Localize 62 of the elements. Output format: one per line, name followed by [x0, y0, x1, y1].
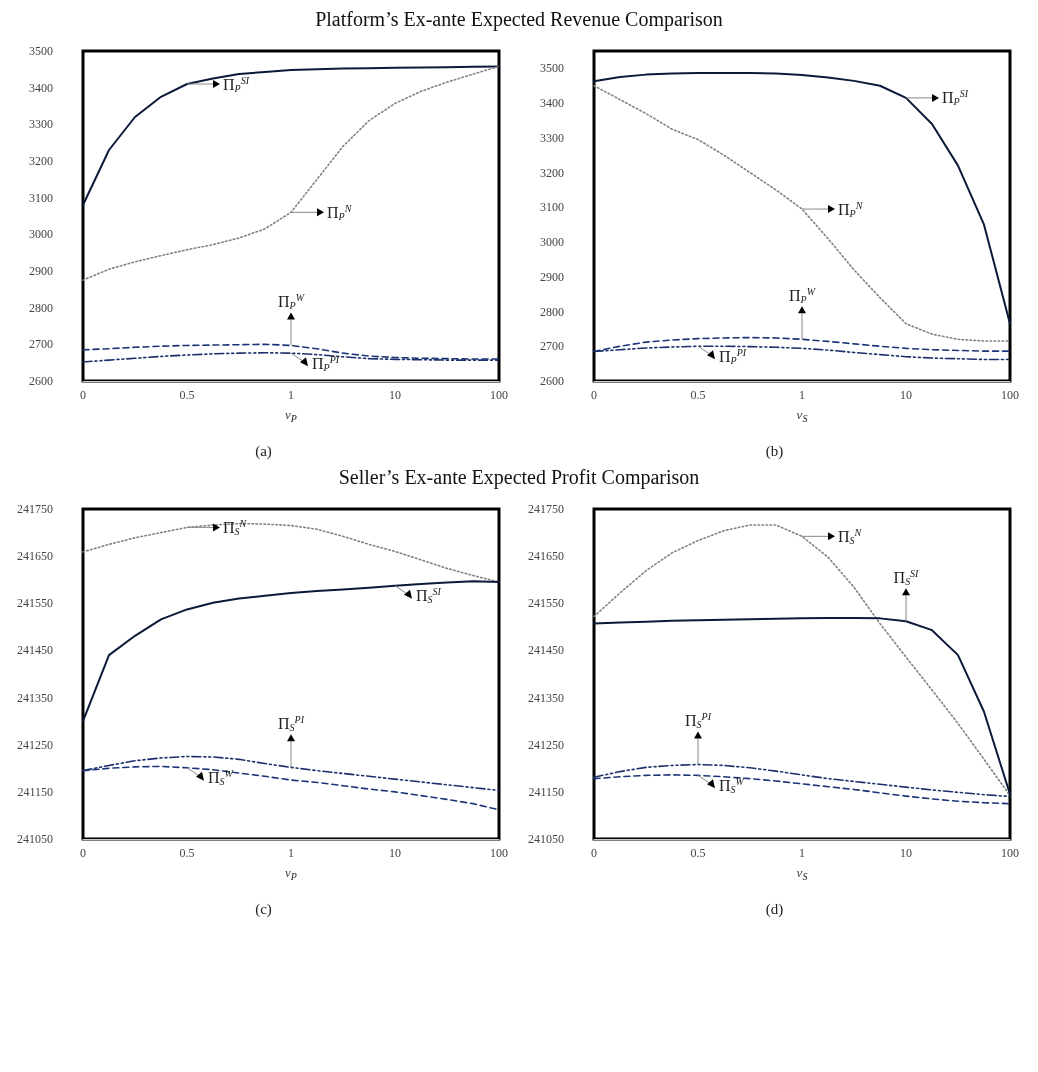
y-tick-label: 3300	[29, 117, 53, 132]
x-tick-label: 0.5	[690, 388, 706, 402]
y-tick-label: 241450	[528, 643, 564, 658]
y-tick-label: 3200	[29, 154, 53, 168]
y-tick-label: 241250	[17, 737, 53, 752]
y-tick-label: 241650	[528, 549, 564, 564]
x-tick-label: 100	[1001, 388, 1019, 402]
y-tick-label: 3100	[540, 200, 564, 215]
y-tick-label: 3500	[540, 61, 564, 76]
y-tick-label: 3000	[540, 235, 564, 250]
y-tick-label: 241750	[17, 502, 53, 516]
x-tick-label: 1	[799, 846, 805, 860]
chart-title: Platform’s Ex-ante Expected Revenue Comparison	[314, 8, 724, 33]
y-tick-label: 2600	[29, 374, 53, 388]
x-tick-label: 10	[900, 846, 912, 860]
y-tick-label: 2600	[540, 374, 564, 388]
y-tick-label: 3300	[540, 130, 564, 145]
y-tick-label: 3500	[29, 44, 53, 58]
y-tick-label: 2800	[29, 300, 53, 315]
x-tick-label: 1	[288, 846, 294, 860]
y-tick-label: 3200	[540, 165, 564, 180]
x-tick-label: 100	[1001, 846, 1019, 860]
y-tick-label: 241450	[17, 643, 53, 658]
y-tick-label: 241550	[528, 596, 564, 611]
x-tick-label: 0	[591, 388, 597, 402]
y-tick-label: 241250	[528, 737, 564, 752]
x-tick-label: 10	[389, 388, 401, 402]
y-tick-label: 2700	[29, 337, 53, 352]
x-tick-label: 0.5	[690, 846, 706, 860]
y-tick-label: 2900	[29, 264, 53, 278]
y-tick-label: 241550	[17, 596, 53, 611]
y-tick-label: 241350	[17, 690, 53, 705]
chart-title: Seller’s Ex-ante Expected Profit Comparison	[337, 466, 701, 491]
x-tick-label: 0	[80, 388, 86, 402]
x-tick-label: 0.5	[179, 388, 195, 402]
x-tick-label: 0	[80, 846, 86, 860]
y-tick-label: 2700	[540, 339, 564, 354]
x-tick-label: 0	[591, 846, 597, 860]
text: (c)	[255, 900, 272, 918]
text: (b)	[765, 442, 784, 460]
y-tick-label: 3400	[540, 96, 564, 111]
x-tick-label: 100	[490, 388, 508, 402]
x-tick-label: 1	[799, 388, 805, 402]
y-tick-label: 241150	[528, 784, 564, 799]
x-tick-label: 10	[389, 846, 401, 860]
text: (d)	[765, 900, 784, 918]
y-tick-label: 2900	[540, 269, 564, 284]
y-tick-label: 241350	[528, 690, 564, 705]
y-tick-label: 241650	[17, 549, 53, 564]
y-tick-label: 241050	[17, 832, 53, 846]
y-tick-label: 241150	[17, 784, 53, 799]
x-tick-label: 100	[490, 846, 508, 860]
x-tick-label: 10	[900, 388, 912, 402]
x-tick-label: 0.5	[179, 846, 195, 860]
y-tick-label: 241750	[528, 502, 564, 516]
y-tick-label: 3400	[29, 80, 53, 95]
y-tick-label: 2800	[540, 304, 564, 319]
y-tick-label: 3100	[29, 190, 53, 205]
x-tick-label: 1	[288, 388, 294, 402]
y-tick-label: 241050	[528, 832, 564, 846]
text: (a)	[255, 442, 272, 460]
y-tick-label: 3000	[29, 227, 53, 242]
